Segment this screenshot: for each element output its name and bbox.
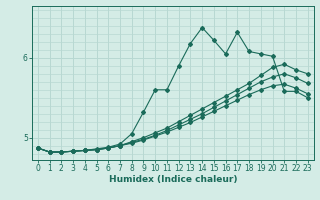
X-axis label: Humidex (Indice chaleur): Humidex (Indice chaleur) — [108, 175, 237, 184]
